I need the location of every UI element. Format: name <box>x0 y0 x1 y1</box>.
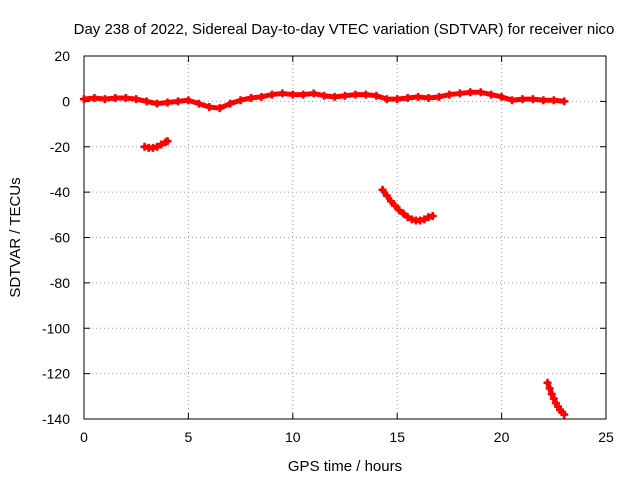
x-tick-label: 5 <box>185 429 193 445</box>
x-tick-label: 25 <box>598 429 614 445</box>
x-tick-label: 10 <box>285 429 301 445</box>
y-tick-label: -60 <box>50 230 70 246</box>
y-tick-label: -20 <box>50 139 70 155</box>
data-point <box>428 211 437 220</box>
data-point <box>163 137 172 146</box>
y-tick-label: -120 <box>42 366 70 382</box>
series-arc-3 <box>543 378 569 419</box>
x-tick-label: 0 <box>80 429 88 445</box>
chart-title: Day 238 of 2022, Sidereal Day-to-day VTE… <box>74 21 615 38</box>
data-point <box>560 410 569 419</box>
data-layer <box>80 88 569 419</box>
series-arc-2 <box>378 185 437 225</box>
y-tick-label: -100 <box>42 320 70 336</box>
y-tick-label: -140 <box>42 411 70 427</box>
x-axis-title: GPS time / hours <box>288 458 402 475</box>
y-axis-title: SDTVAR / TECUs <box>7 177 24 297</box>
data-point <box>560 97 569 106</box>
x-tick-label: 20 <box>494 429 510 445</box>
series-main-trace <box>80 88 569 113</box>
y-tick-label: 20 <box>54 48 70 64</box>
series-arc-1 <box>140 137 172 152</box>
grid-layer <box>84 56 606 419</box>
y-tick-label: 0 <box>62 93 70 109</box>
ticks-layer: 0 5 10 15 20 25 -140 -120 -100 -80 -60 -40 -20 0 20 <box>42 48 614 445</box>
x-tick-label: 15 <box>389 429 405 445</box>
y-tick-label: -40 <box>50 184 70 200</box>
y-tick-label: -80 <box>50 275 70 291</box>
